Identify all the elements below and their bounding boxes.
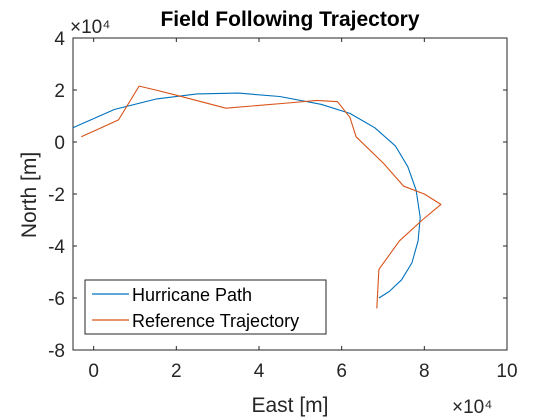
y-axis-label: North [m] <box>18 152 41 238</box>
x-axis-label: East [m] <box>251 394 328 417</box>
x-tick-label: 4 <box>254 361 265 382</box>
x-tick-label: 8 <box>419 361 430 382</box>
series-line-hurricane-path <box>73 92 421 299</box>
x-tick-label: 6 <box>336 361 347 382</box>
legend: Hurricane Path Reference Trajectory <box>84 279 327 335</box>
series-line-reference-trajectory <box>81 85 442 309</box>
x-tick-label: 2 <box>171 361 182 382</box>
legend-box <box>84 279 327 335</box>
legend-label-reference-trajectory: Reference Trajectory <box>132 311 299 331</box>
y-tick-label: -6 <box>48 289 65 310</box>
y-tick-label: 4 <box>54 29 65 50</box>
x-tick-label: 10 <box>496 361 517 382</box>
x-tick-label: 0 <box>88 361 99 382</box>
y-tick-label: -2 <box>48 185 65 206</box>
x-axis-exponent: ×10⁴ <box>452 397 492 418</box>
y-axis-exponent: ×10⁴ <box>70 17 110 38</box>
chart-title: Field Following Trajectory <box>160 8 419 31</box>
legend-label-hurricane-path: Hurricane Path <box>132 285 252 305</box>
y-tick-label: -4 <box>48 237 65 258</box>
y-tick-label: 0 <box>54 133 65 154</box>
y-tick-label: 2 <box>54 81 65 102</box>
y-tick-label: -8 <box>48 341 65 362</box>
